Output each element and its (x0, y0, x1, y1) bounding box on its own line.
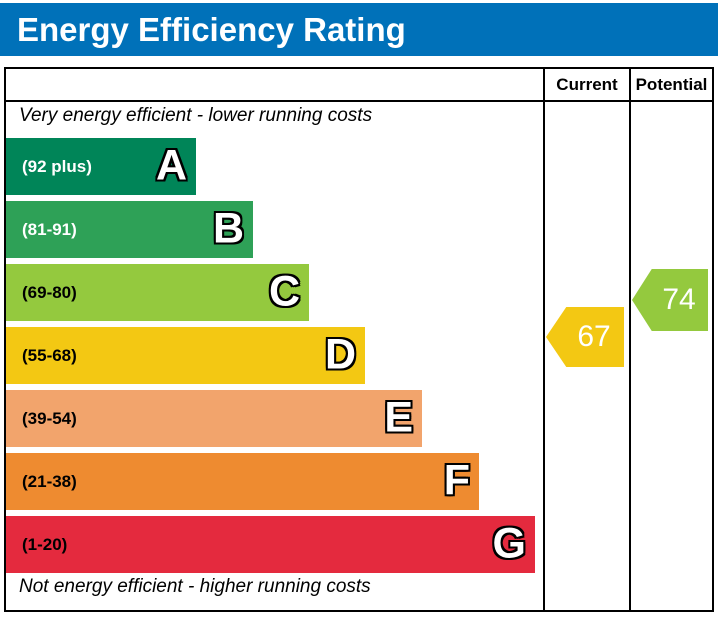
band-bar-a: (92 plus) A (6, 138, 196, 195)
band-range-label-f: (21-38) (22, 471, 77, 491)
band-letter-f: F (442, 455, 471, 506)
page-title: Energy Efficiency Rating (17, 10, 406, 48)
top-caption: Very energy efficient - lower running co… (19, 105, 373, 126)
band-bar-g: (1-20) G (6, 516, 535, 573)
band-range-label-e: (39-54) (22, 408, 77, 428)
band-row-d: (55-68) D (6, 327, 365, 384)
potential-column-divider (629, 69, 631, 610)
band-letter-d: D (324, 329, 358, 380)
band-row-f: (21-38) F (6, 453, 479, 510)
band-row-e: (39-54) E (6, 390, 422, 447)
current-rating-value: 67 (577, 320, 611, 353)
band-bar-b: (81-91) B (6, 201, 253, 258)
band-bar-d: (55-68) D (6, 327, 365, 384)
band-row-c: (69-80) C (6, 264, 309, 321)
band-letter-a: A (155, 140, 189, 191)
band-bar-e: (39-54) E (6, 390, 422, 447)
potential-rating-value: 74 (662, 283, 696, 316)
band-range-label-g: (1-20) (22, 534, 68, 554)
band-range-label-b: (81-91) (22, 219, 77, 239)
current-column-divider (543, 69, 545, 610)
title-bar: Energy Efficiency Rating (0, 3, 718, 56)
band-row-a: (92 plus) A (6, 138, 196, 195)
header-divider (6, 100, 712, 102)
band-letter-e: E (383, 392, 414, 443)
current-column-header: Current (556, 75, 618, 94)
band-letter-c: C (268, 266, 302, 317)
band-range-label-d: (55-68) (22, 345, 77, 365)
rating-table: Current Potential Very energy efficient … (4, 67, 714, 612)
bottom-caption: Not energy efficient - higher running co… (19, 576, 371, 597)
band-letter-g: G (491, 518, 527, 569)
current-rating-arrow: 67 (546, 307, 624, 367)
band-range-label-a: (92 plus) (22, 156, 92, 176)
band-letter-b: B (212, 203, 246, 254)
band-bar-c: (69-80) C (6, 264, 309, 321)
potential-column-header: Potential (635, 75, 708, 94)
potential-rating-arrow: 74 (632, 269, 708, 331)
band-row-b: (81-91) B (6, 201, 253, 258)
band-range-label-c: (69-80) (22, 282, 77, 302)
band-bar-f: (21-38) F (6, 453, 479, 510)
band-row-g: (1-20) G (6, 516, 535, 573)
